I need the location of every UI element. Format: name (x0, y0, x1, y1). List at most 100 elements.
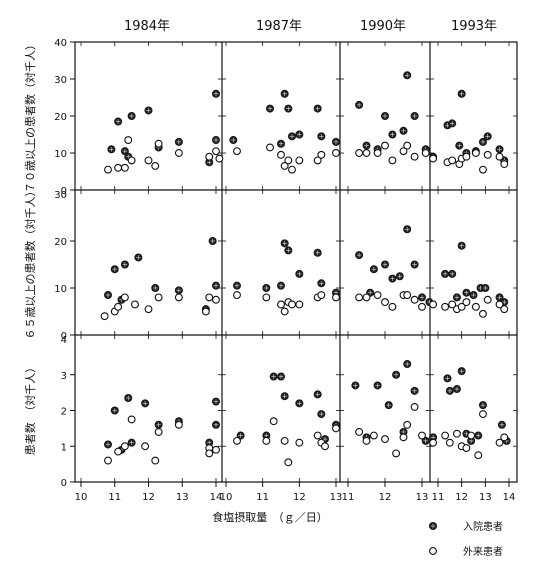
outpatient-point-body (355, 428, 364, 436)
outpatient-point (154, 139, 163, 148)
inpatient-point (380, 260, 389, 269)
outpatient-point (448, 300, 457, 309)
outpatient-point-body (410, 295, 419, 304)
outpatient-point (471, 302, 480, 311)
y-tick-label: 30 (54, 190, 67, 201)
outpatient-point-body (381, 298, 389, 307)
outpatient-point (362, 149, 371, 157)
y-tick-label: 0 (61, 478, 67, 489)
inpatient-point (151, 283, 160, 292)
outpatient-point-body (120, 293, 129, 302)
outpatient-point-body (500, 160, 509, 169)
outpatient-point (381, 435, 389, 444)
inpatient-point (211, 420, 220, 429)
outpatient-point (127, 156, 136, 165)
y-axis-label: ７０歳以上の患者数（対千人） (23, 39, 37, 193)
outpatient-point-body (174, 420, 183, 429)
outpatient-point (462, 298, 471, 307)
outpatient-point-body (471, 302, 480, 311)
inpatient-point (174, 286, 183, 295)
inpatient-point (211, 281, 220, 290)
outpatient-point-body (373, 149, 382, 157)
inpatient-point (351, 381, 360, 390)
outpatient-point (141, 442, 150, 451)
inpatient-point (355, 100, 364, 109)
inpatient-point (495, 145, 504, 154)
inpatient-point (448, 119, 457, 128)
outpatient-point (332, 149, 340, 157)
outpatient-point (154, 428, 163, 436)
inpatient-point (211, 136, 220, 145)
outpatient-point (280, 307, 289, 316)
outpatient-point (495, 300, 504, 309)
inpatient-point (208, 236, 217, 245)
outpatient-point-body (381, 435, 389, 444)
inpatient-point (127, 438, 136, 447)
inpatient-point (403, 71, 412, 80)
outpatient-point (280, 162, 289, 170)
outpatient-point (429, 438, 438, 447)
outpatient-point-body (201, 307, 210, 316)
x-tick-label: 11 (342, 492, 355, 503)
x-tick-label: 13 (330, 492, 343, 503)
inpatient-point (127, 112, 136, 121)
inpatient-point (280, 392, 289, 401)
outpatient-point-body (474, 451, 483, 460)
outpatient-point-body (313, 156, 322, 165)
outpatient-point (212, 295, 220, 304)
outpatient-point (212, 147, 220, 156)
outpatient-point-body (462, 444, 471, 452)
y-tick-label: 3 (61, 371, 67, 382)
outpatient-point-body (410, 152, 419, 161)
outpatient-point-body (295, 300, 304, 309)
outpatient-point (362, 293, 371, 302)
outpatient-point (495, 152, 504, 161)
inpatient-point (269, 372, 278, 381)
outpatient-point-body (212, 147, 220, 156)
outpatient-point-body (104, 165, 112, 174)
outpatient-point-body (441, 302, 450, 311)
outpatient-point (154, 293, 163, 302)
inpatient-point (388, 274, 397, 283)
outpatient-point (392, 449, 401, 458)
inpatient-point (295, 269, 304, 278)
outpatient-point-body (144, 305, 153, 314)
outpatient-point (403, 420, 412, 429)
outpatient-point-body (205, 152, 214, 161)
legend-label: 入院患者 (463, 520, 503, 533)
inpatient-point (104, 440, 113, 449)
inpatient-point (478, 401, 487, 410)
outpatient-point-body (174, 149, 183, 157)
outpatient-point-body (418, 431, 426, 440)
outpatient-point (495, 438, 504, 447)
inpatient-point (120, 260, 129, 269)
outpatient-point-body (284, 458, 293, 467)
x-tick-label: 10 (75, 492, 88, 503)
x-tick-label: 12 (142, 492, 155, 503)
inpatient-point (284, 104, 293, 113)
inpatient-point (373, 381, 382, 390)
outpatient-point-body (288, 165, 296, 174)
inpatient-point (455, 141, 464, 150)
inpatient-point (421, 436, 430, 445)
outpatient-point-body (445, 438, 454, 447)
outpatient-point-body (266, 143, 274, 152)
outpatient-point (114, 302, 123, 311)
outpatient-point-body (317, 150, 326, 159)
outpatient-point (284, 156, 293, 165)
inpatient-point (313, 248, 322, 257)
inpatient-point (331, 137, 340, 146)
outpatient-point (332, 424, 340, 433)
outpatient-point (445, 438, 454, 447)
inpatient-point (280, 89, 289, 98)
inpatient-point (380, 112, 389, 121)
outpatient-point-body (429, 154, 438, 163)
outpatient-point-body (462, 152, 471, 161)
inpatient-point (457, 89, 466, 98)
outpatient-point (500, 160, 509, 169)
inpatient-point (120, 147, 129, 156)
outpatient-point-body (233, 291, 241, 299)
outpatient-point-body (233, 147, 241, 156)
x-tick-label: 13 (176, 492, 189, 503)
outpatient-point (144, 305, 153, 314)
